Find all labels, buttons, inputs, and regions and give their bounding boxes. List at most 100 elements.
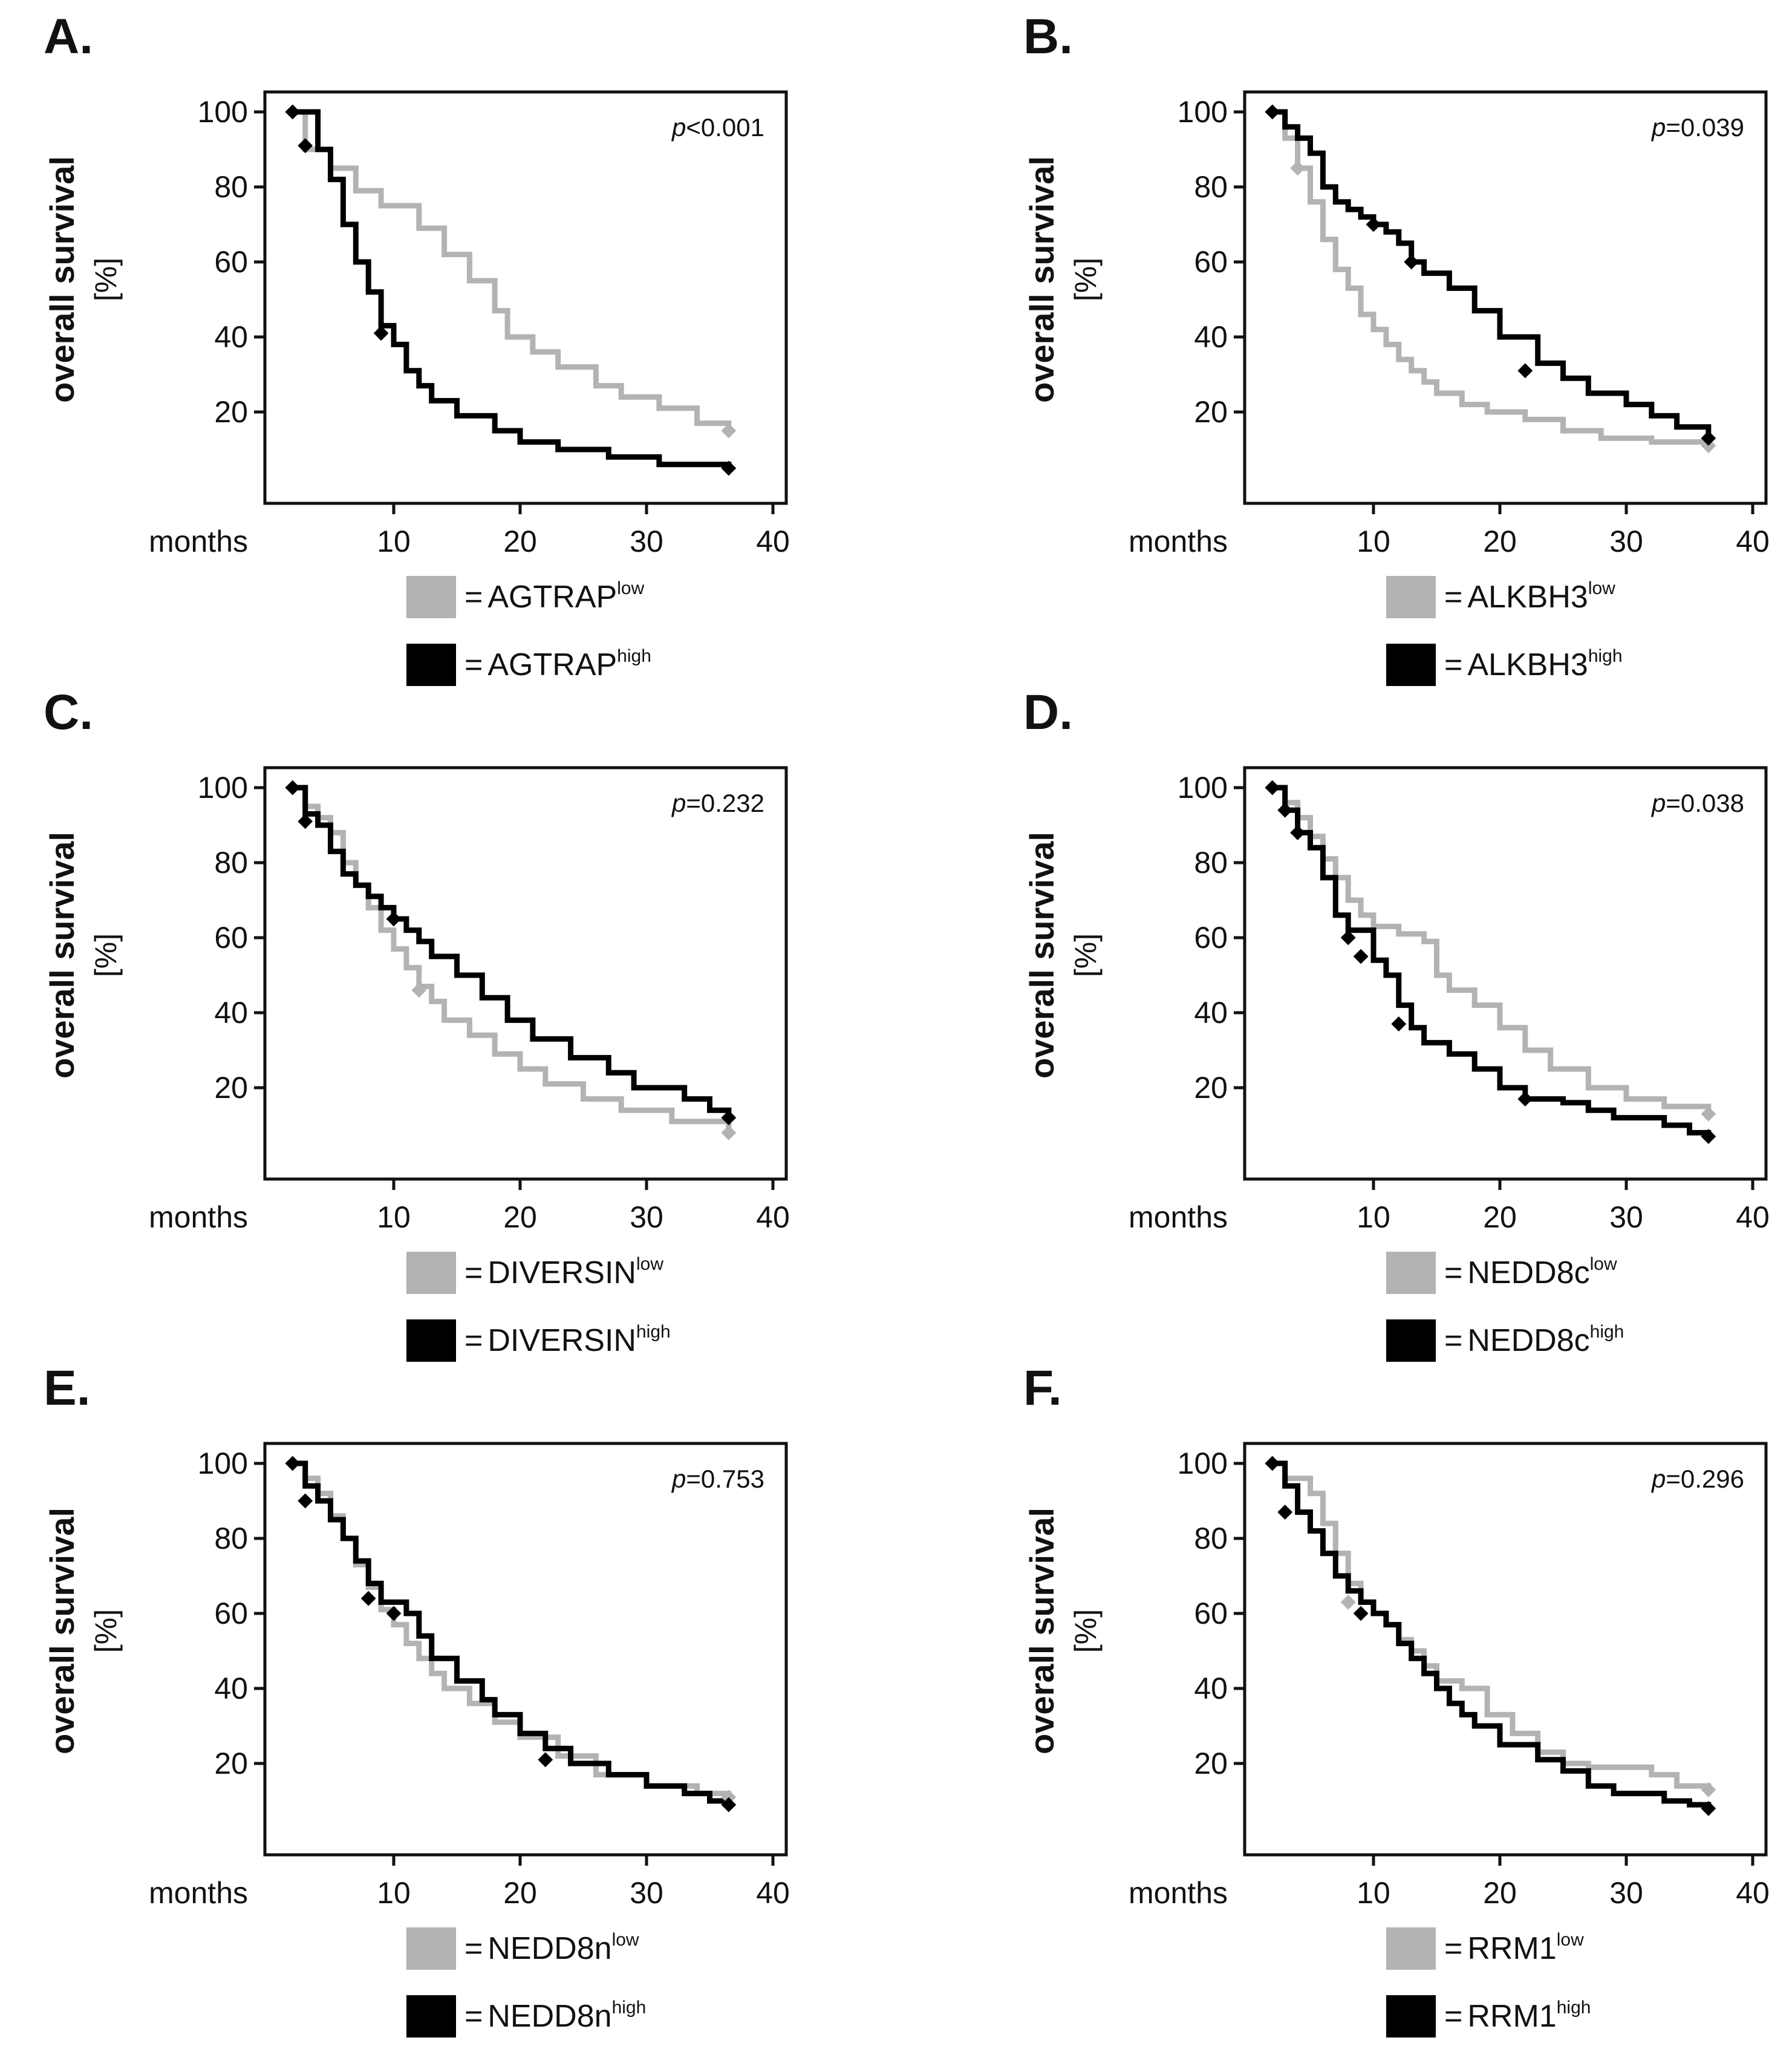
x-axis-label: months (149, 1200, 248, 1234)
censor-mark-high (285, 780, 301, 796)
legend-superscript: high (612, 1998, 647, 2018)
y-axis-label: overall survival (43, 832, 81, 1079)
legend-equals: = (464, 580, 483, 615)
panels-container: A. 100 80 60 40 20 10 20 30 40 months overall survi… (43, 9, 1770, 2038)
p-value-number: =0.038 (1666, 789, 1744, 817)
censor-mark-low (721, 423, 737, 439)
legend-swatch-high (1386, 1319, 1436, 1362)
panel-b: B. 100 80 60 40 20 10 20 30 40 months overall survi… (1023, 9, 1770, 686)
censor-mark-high (1353, 1606, 1369, 1621)
y-tick-label: 80 (1194, 1521, 1228, 1555)
censor-mark-high (285, 104, 301, 120)
x-tick-label: 20 (1483, 1876, 1517, 1910)
y-tick-label: 40 (214, 320, 248, 354)
censor-mark-high (1353, 949, 1369, 964)
legend-label-high: = RRM1high (1444, 1998, 1591, 2034)
legend-label-high: = NEDD8nhigh (464, 1998, 646, 2034)
x-tick-label: 40 (756, 525, 790, 558)
panel-letter: B. (1023, 9, 1073, 64)
legend-equals: = (464, 1255, 483, 1290)
x-tick-label: 30 (630, 1200, 663, 1234)
legend-gene-name: NEDD8n (487, 1931, 611, 1966)
y-axis-label: overall survival (1023, 156, 1061, 403)
legend-equals: = (1444, 1999, 1462, 2034)
legend-label-low: = RRM1low (1444, 1930, 1584, 1966)
censor-mark-high (386, 1606, 402, 1621)
legend-equals: = (1444, 1931, 1462, 1966)
p-value: p=0.039 (1650, 113, 1744, 142)
y-axis-label: overall survival (43, 1508, 81, 1754)
censor-mark-low (1701, 1106, 1716, 1122)
censor-mark-high (1517, 1091, 1533, 1107)
survival-curve-low (1272, 109, 1712, 446)
legend-swatch-high (1386, 1995, 1436, 2038)
y-axis-unit: [%] (1069, 1609, 1103, 1653)
y-tick-label: 20 (1194, 395, 1228, 429)
x-axis-label: months (1129, 1876, 1228, 1910)
legend-equals: = (464, 1999, 483, 2034)
p-value: p=0.232 (671, 789, 764, 817)
legend-swatch-high (1386, 644, 1436, 686)
censor-mark-high (1277, 802, 1293, 818)
legend-superscript: high (636, 1322, 671, 1342)
censor-mark-high (386, 911, 402, 927)
legend-label-high: = AGTRAPhigh (464, 646, 651, 682)
censor-mark-high (1277, 1505, 1293, 1520)
plot-frame (263, 766, 788, 1181)
censor-mark-low (721, 1125, 737, 1140)
legend-equals: = (464, 647, 483, 682)
x-tick-label: 40 (1736, 1876, 1770, 1910)
y-tick-label: 80 (214, 846, 248, 880)
y-axis-label: overall survival (1023, 1508, 1061, 1754)
censor-mark-high (360, 1590, 376, 1606)
y-axis-unit: [%] (89, 258, 123, 301)
y-tick-label: 60 (1194, 921, 1228, 955)
y-axis-label: overall survival (43, 156, 81, 403)
legend-superscript: low (1590, 1254, 1617, 1274)
legend-superscript: low (1588, 578, 1615, 598)
censor-mark-high (298, 1493, 313, 1509)
panel-c: C. 100 80 60 40 20 10 20 30 40 months overall survi… (43, 685, 790, 1362)
censor-mark-high (1701, 430, 1716, 446)
legend-superscript: low (612, 1930, 639, 1950)
x-tick-label: 30 (1609, 1200, 1643, 1234)
p-value-symbol: p (671, 789, 686, 817)
x-tick-label: 30 (630, 1876, 663, 1910)
y-axis-unit: [%] (1069, 933, 1103, 977)
p-value: p<0.001 (671, 113, 764, 142)
y-tick-label: 100 (198, 771, 248, 805)
y-tick-label: 100 (1178, 1446, 1228, 1480)
y-tick-label: 40 (1194, 996, 1228, 1030)
y-tick-label: 100 (1178, 95, 1228, 129)
legend-label-low: = DIVERSINlow (464, 1254, 663, 1290)
x-tick-label: 20 (503, 525, 537, 558)
censor-mark-high (1340, 930, 1356, 946)
legend-equals: = (1444, 580, 1462, 615)
legend-gene-name: ALKBH3 (1467, 647, 1588, 682)
legend-superscript: high (1590, 1322, 1624, 1342)
y-tick-label: 80 (214, 170, 248, 204)
panel-letter: E. (44, 1361, 90, 1416)
y-tick-label: 100 (1178, 771, 1228, 805)
panel-f: F. 100 80 60 40 20 10 20 30 40 months overall survi… (1023, 1361, 1770, 2038)
x-tick-label: 10 (377, 1876, 411, 1910)
p-value-number: =0.232 (686, 789, 764, 817)
legend-gene-name: ALKBH3 (1467, 580, 1588, 615)
y-tick-label: 40 (1194, 1672, 1228, 1705)
y-axis-unit: [%] (89, 933, 123, 977)
censor-mark-high (1265, 780, 1280, 796)
y-tick-label: 60 (1194, 1596, 1228, 1630)
legend-superscript: low (1557, 1930, 1584, 1950)
p-value: p=0.296 (1650, 1465, 1744, 1493)
y-tick-label: 100 (198, 1446, 248, 1480)
y-tick-label: 40 (1194, 320, 1228, 354)
y-tick-label: 60 (214, 921, 248, 955)
x-tick-label: 40 (1736, 1200, 1770, 1234)
censor-mark-low (1340, 1594, 1356, 1610)
legend-label-high: = NEDD8chigh (1444, 1322, 1624, 1358)
legend-gene-name: NEDD8c (1467, 1255, 1589, 1290)
legend-swatch-low (406, 1927, 456, 1970)
survival-curve-low (292, 109, 732, 431)
censor-mark-high (538, 1752, 553, 1768)
plot-frame (263, 90, 788, 505)
